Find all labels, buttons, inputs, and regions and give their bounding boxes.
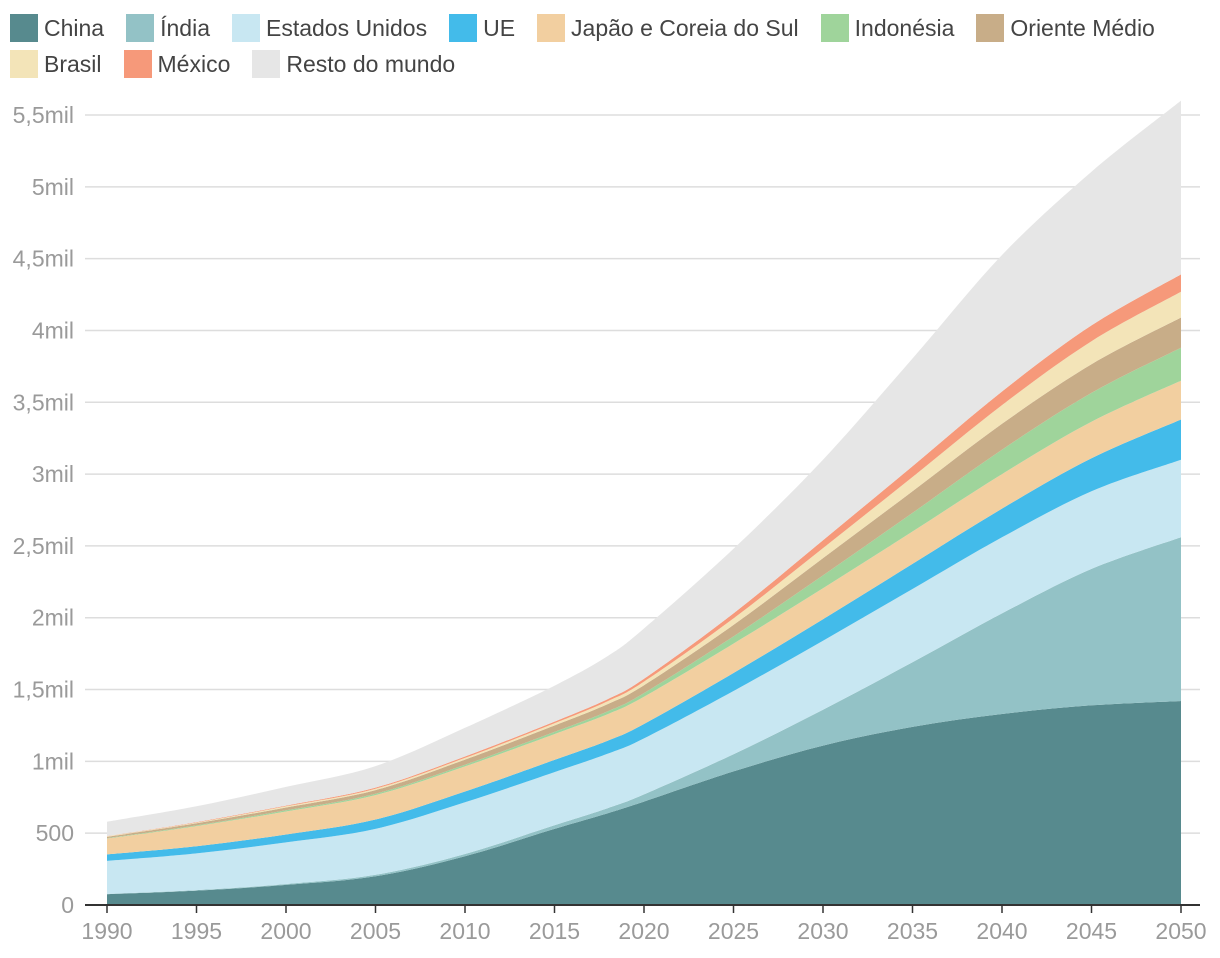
y-tick-label-4: 2mil [32, 605, 74, 631]
legend-item-indonesia: Indonésia [820, 14, 955, 42]
legend-label-china: China [44, 14, 105, 41]
legend-label-estados-unidos: Estados Unidos [265, 14, 428, 41]
x-tick-label-1995: 1995 [171, 918, 222, 944]
legend-swatch-ue [449, 14, 478, 42]
legend-label-resto-do-mundo: Resto do mundo [286, 50, 456, 77]
y-tick-label-3: 1,5mil [13, 677, 74, 703]
y-tick-label-10: 5mil [32, 174, 74, 200]
legend-label-indonesia: Indonésia [854, 14, 955, 41]
legend-item-india: Índia [126, 14, 210, 42]
x-tick-label-2005: 2005 [350, 918, 401, 944]
x-tick-label-2000: 2000 [260, 918, 311, 944]
legend-swatch-oriente-medio [976, 14, 1005, 42]
x-tick-label-2020: 2020 [618, 918, 669, 944]
legend-swatch-resto-do-mundo [252, 50, 281, 78]
legend-label-mexico: México [157, 50, 231, 77]
x-tick-label-2030: 2030 [797, 918, 848, 944]
y-tick-label-6: 3mil [32, 461, 74, 487]
legend-row-2: Brasil México Resto do mundo [10, 46, 1210, 82]
legend-label-oriente-medio: Oriente Médio [1010, 14, 1155, 41]
area-eua [107, 459, 1181, 894]
chart-legend: China Índia Estados Unidos UE Japão e Co… [10, 10, 1210, 82]
y-tick-label-2: 1mil [32, 748, 74, 774]
legend-label-india: Índia [160, 14, 210, 41]
legend-swatch-china [10, 14, 38, 42]
legend-swatch-indonesia [820, 14, 849, 42]
y-tick-label-7: 3,5mil [13, 389, 74, 415]
legend-label-japao-coreia: Japão e Coreia do Sul [571, 14, 799, 41]
y-tick-label-9: 4,5mil [13, 246, 74, 272]
legend-item-japao-coreia: Japão e Coreia do Sul [537, 14, 799, 42]
x-tick-label-1990: 1990 [81, 918, 132, 944]
x-tick-label-2045: 2045 [1066, 918, 1117, 944]
area-india [107, 537, 1181, 895]
legend-swatch-japao-coreia [537, 14, 566, 42]
legend-item-mexico: México [123, 50, 231, 78]
legend-row-1: China Índia Estados Unidos UE Japão e Co… [10, 10, 1210, 46]
y-tick-label-0: 0 [61, 892, 74, 918]
legend-item-estados-unidos: Estados Unidos [231, 14, 428, 42]
legend-swatch-brasil [10, 50, 38, 78]
x-tick-label-2050: 2050 [1155, 918, 1206, 944]
legend-item-brasil: Brasil [10, 50, 102, 78]
y-axis-ticks: 0 500 1mil 1,5mil 2mil 2,5mil 3mil 3,5mil 4mil 4,… [13, 102, 74, 918]
x-tick-label-2040: 2040 [976, 918, 1027, 944]
x-axis-ticks: 1990 1995 2000 2005 2010 2015 2020 2025 2030 2035… [81, 905, 1207, 944]
y-tick-label-8: 4mil [32, 317, 74, 343]
y-tick-label-1: 500 [36, 820, 74, 846]
y-tick-label-5: 2,5mil [13, 533, 74, 559]
x-tick-label-2010: 2010 [439, 918, 490, 944]
legend-item-resto-do-mundo: Resto do mundo [252, 50, 455, 78]
y-tick-label-11: 5,5mil [13, 102, 74, 128]
area-layers [107, 100, 1181, 905]
legend-swatch-mexico [123, 50, 152, 78]
legend-item-ue: UE [449, 14, 515, 42]
legend-swatch-india [126, 14, 155, 42]
legend-swatch-estados-unidos [231, 14, 260, 42]
area-china [107, 701, 1181, 905]
x-tick-label-2015: 2015 [529, 918, 580, 944]
legend-label-ue: UE [483, 14, 516, 41]
legend-label-brasil: Brasil [44, 50, 102, 77]
x-tick-label-2035: 2035 [887, 918, 938, 944]
x-tick-label-2025: 2025 [708, 918, 759, 944]
legend-item-china: China [10, 14, 104, 42]
legend-item-oriente-medio: Oriente Médio [976, 14, 1155, 42]
